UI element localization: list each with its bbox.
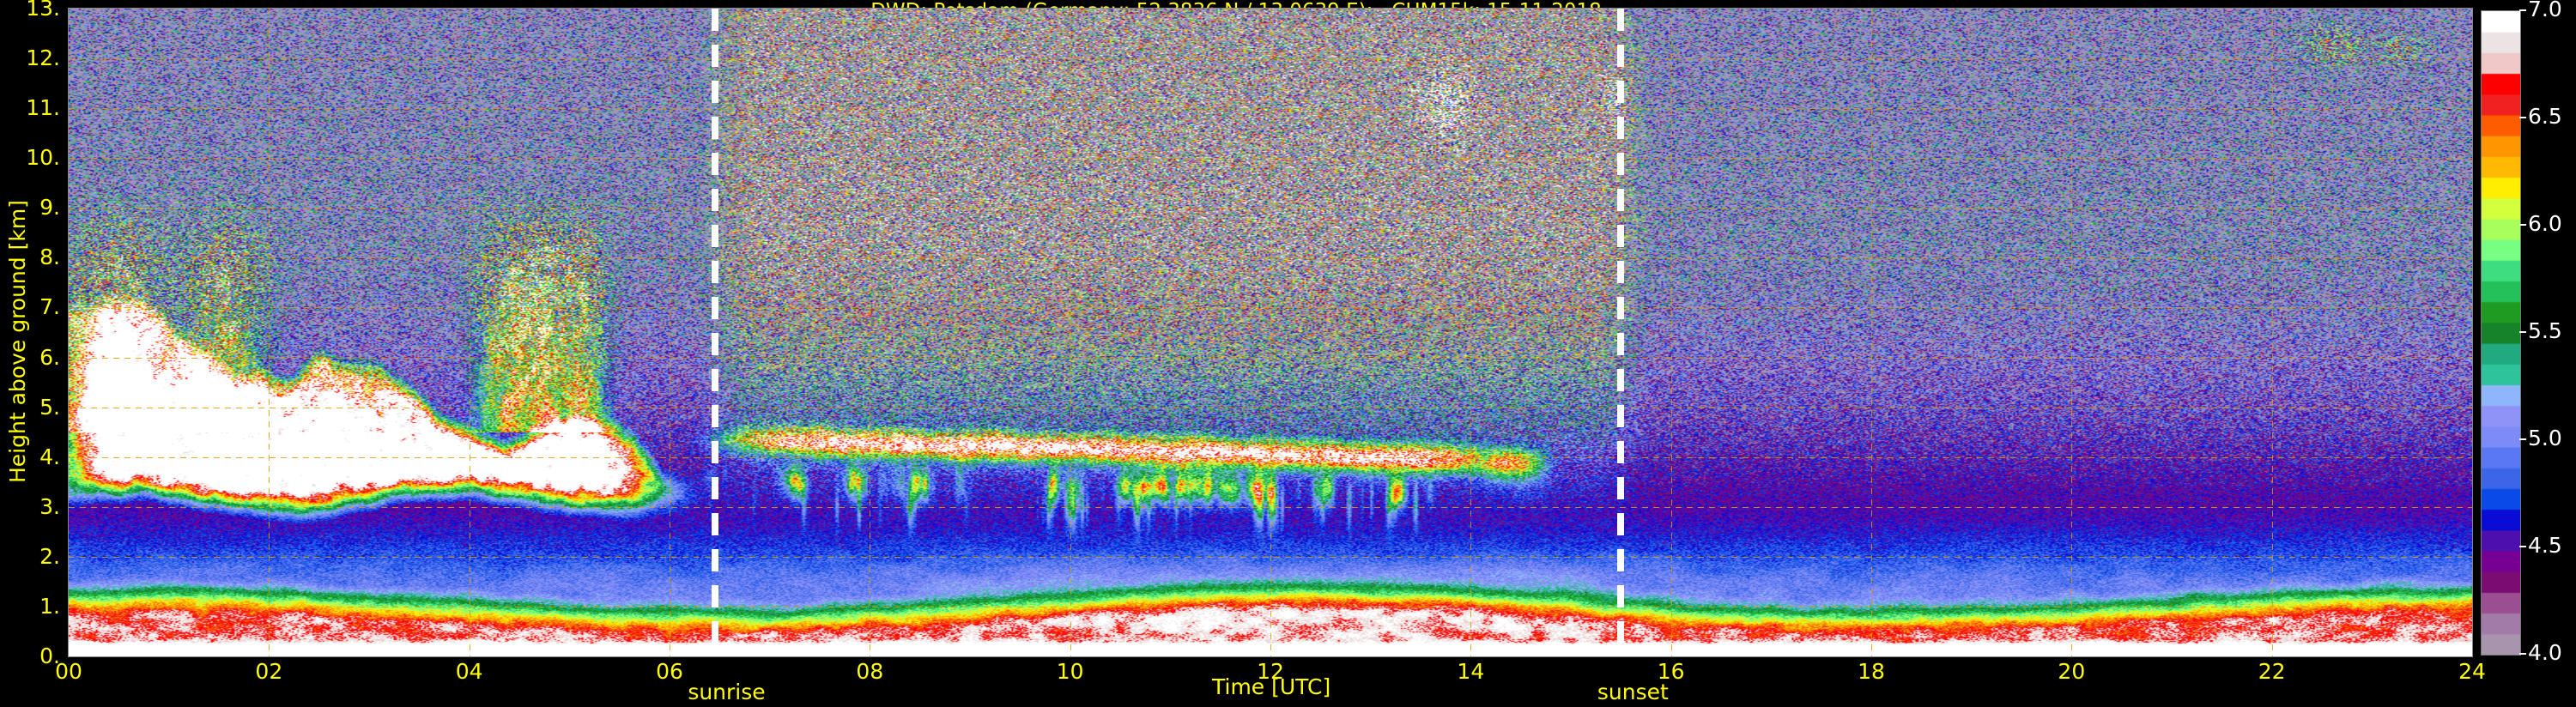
y-axis-label: Height above ground [km] xyxy=(5,199,30,483)
y-tick-label: 9. xyxy=(39,195,60,221)
y-tick-label: 2. xyxy=(39,543,60,569)
colorbar-tick-label: 6.0 xyxy=(2528,211,2562,236)
x-tick-label: 08 xyxy=(856,659,884,684)
y-tick-label: 10. xyxy=(26,145,60,171)
colorbar-tick-mark xyxy=(2519,9,2526,11)
heatmap-canvas xyxy=(69,9,2472,656)
colorbar-canvas xyxy=(2481,10,2521,656)
colorbar-tick-mark xyxy=(2519,331,2526,333)
colorbar-tick-mark xyxy=(2519,117,2526,118)
y-tick-label: 3. xyxy=(39,493,60,519)
colorbar-tick-label: 4.5 xyxy=(2528,533,2562,558)
y-tick-label: 0. xyxy=(39,644,60,668)
y-tick-label: 8. xyxy=(39,245,60,270)
colorbar-tick-mark xyxy=(2519,653,2526,655)
y-tick-label: 13. xyxy=(26,0,60,21)
x-tick-label: 14 xyxy=(1457,659,1485,684)
y-tick-label: 1. xyxy=(39,593,60,619)
x-tick-label: 04 xyxy=(455,659,483,684)
x-tick-label: 06 xyxy=(656,659,683,684)
y-tick-label: 5. xyxy=(39,394,60,420)
colorbar-tick-mark xyxy=(2519,224,2526,226)
sunset-label: sunset xyxy=(1597,680,1669,704)
y-tick-label: 11. xyxy=(26,95,60,121)
y-tick-label: 6. xyxy=(39,344,60,370)
x-tick-label: 20 xyxy=(2058,659,2086,684)
x-axis-label: Time [UTC] xyxy=(1212,674,1331,699)
sunrise-label: sunrise xyxy=(688,680,766,704)
colorbar-tick-mark xyxy=(2519,438,2526,440)
colorbar-tick-label: 4.0 xyxy=(2528,640,2562,665)
colorbar-tick-label: 5.0 xyxy=(2528,426,2562,450)
x-tick-label: 00 xyxy=(55,659,82,684)
x-tick-label: 22 xyxy=(2258,659,2286,684)
heatmap-plot-area xyxy=(69,9,2472,656)
y-tick-label: 12. xyxy=(26,45,60,71)
colorbar-tick-mark xyxy=(2519,546,2526,547)
colorbar xyxy=(2481,10,2521,656)
colorbar-tick-label: 7.0 xyxy=(2528,0,2562,21)
x-tick-label: 02 xyxy=(255,659,283,684)
colorbar-tick-label: 5.5 xyxy=(2528,318,2562,343)
y-tick-label: 4. xyxy=(39,444,60,469)
x-tick-label: 16 xyxy=(1657,659,1685,684)
y-tick-label: 7. xyxy=(39,294,60,320)
colorbar-tick-label: 6.5 xyxy=(2528,104,2562,129)
x-tick-label: 18 xyxy=(1858,659,1885,684)
x-tick-label: 10 xyxy=(1056,659,1084,684)
x-tick-label: 12 xyxy=(1257,659,1284,684)
x-tick-label: 24 xyxy=(2458,659,2486,684)
